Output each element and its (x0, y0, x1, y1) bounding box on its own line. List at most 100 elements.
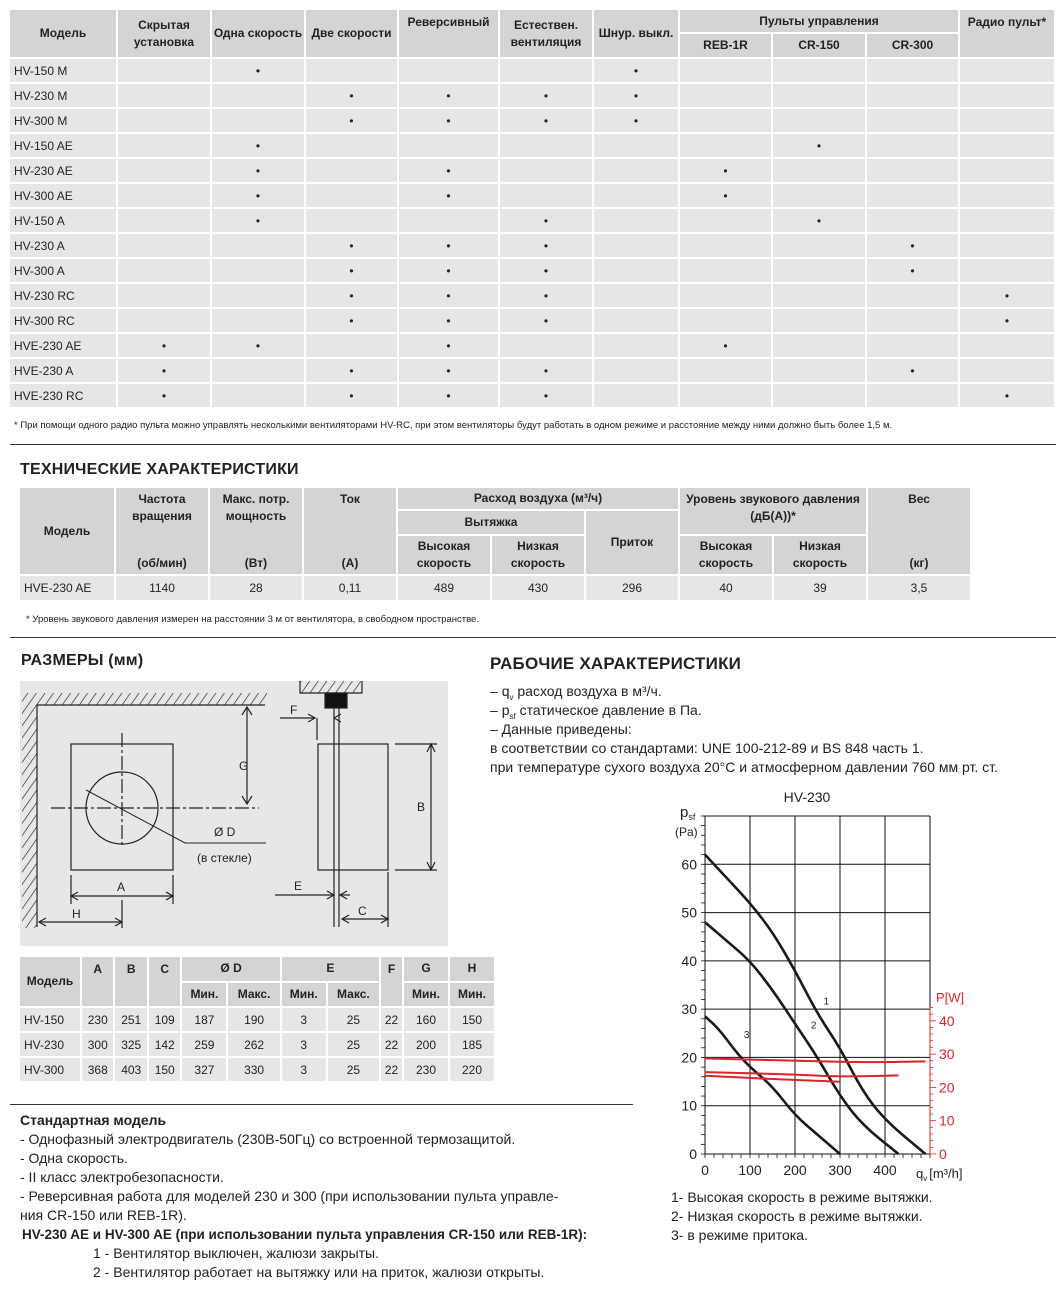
model-cell: HV-230 (20, 1033, 80, 1056)
col-e-min: Мин. (281, 982, 326, 1006)
qv-symbol: q (501, 683, 510, 699)
feature-dot-cell (594, 134, 678, 157)
x-tick-label: 400 (873, 1162, 897, 1178)
feature-dot-cell (118, 159, 210, 182)
feature-dot-cell (500, 159, 592, 182)
psf-text: статическое давление в Па. (519, 702, 702, 718)
y-tick-label: 30 (681, 1001, 697, 1017)
model-cell: HV-300 RC (10, 309, 116, 332)
standard-section: Стандартная модель - Однофазный электрод… (20, 1111, 645, 1282)
feature-dot-cell (773, 84, 865, 107)
feature-dot-cell (773, 259, 865, 282)
feature-dot-cell (680, 84, 771, 107)
model-cell: HV-230 RC (10, 284, 116, 307)
table-row: HVE-230 A • • • • • (10, 359, 1054, 382)
legend-item: 2- Низкая скорость в режиме вытяжки. (671, 1208, 923, 1224)
y-tick-label: 40 (681, 953, 697, 969)
model-cell: HV-300 M (10, 109, 116, 132)
y-axis-unit: (Pa) (675, 825, 698, 839)
feature-dot-cell (773, 234, 865, 257)
feature-dot-cell (867, 284, 958, 307)
pressure-curve-1 (704, 853, 927, 1155)
feature-dot-cell (118, 309, 210, 332)
weight-label: Вес (908, 492, 930, 506)
value-cell: 230 (404, 1058, 448, 1081)
feature-dot-cell: • (500, 384, 592, 407)
model-cell: HV-150 (20, 1008, 80, 1031)
feature-dot-cell (118, 284, 210, 307)
value-cell: 220 (449, 1058, 494, 1081)
value-cell: 3 (281, 1033, 326, 1056)
x-tick-label: 200 (783, 1162, 807, 1178)
feature-dot-cell: • (500, 309, 592, 332)
feature-dot-cell (212, 359, 304, 382)
feature-dot-cell (867, 84, 958, 107)
model-cell: HV-230 M (10, 84, 116, 107)
value-cell: 262 (228, 1033, 280, 1056)
col-b: B (115, 957, 147, 1006)
value-cell: 251 (115, 1008, 147, 1031)
col-e-max: Макс. (327, 982, 380, 1006)
feature-dot-cell (118, 234, 210, 257)
feature-dot-cell: • (306, 109, 397, 132)
power-unit: (Вт) (244, 556, 268, 570)
model-cell: HV-300 AE (10, 184, 116, 207)
table-row: HV-230 300 325 142 259 262 3 25 22 200 185 (20, 1033, 494, 1056)
y2-tick-label: 40 (939, 1013, 955, 1029)
feature-dot-cell (594, 359, 678, 382)
y-axis-symbol: psf (680, 804, 696, 822)
mode-item: 2 - Вентилятор работает на вытяжку или н… (93, 1264, 545, 1280)
feature-dot-cell (960, 234, 1054, 257)
feature-dot-cell (773, 184, 865, 207)
conditions-note: при температуре сухого воздуха 20°C и ат… (490, 759, 998, 775)
table-row: HVE-230 RC • • • • • (10, 384, 1054, 407)
value-cell: 3 (281, 1058, 326, 1081)
table-row: HVE-230 AE 1140 28 0,11 489 430 296 40 39 3,5 (20, 576, 970, 600)
feature-dot-cell (867, 384, 958, 407)
spec-item: - II класс электробезопасности. (20, 1169, 224, 1185)
feature-dot-cell (773, 59, 865, 82)
col-e: E (281, 957, 380, 981)
feature-dot-cell: • (212, 184, 304, 207)
features-table: Модель Скрытая установка Одна скорость Д… (8, 8, 1056, 409)
power-curve (704, 1074, 841, 1083)
feature-dot-cell (680, 209, 771, 232)
value-cell: 368 (82, 1058, 114, 1081)
feature-dot-cell (867, 109, 958, 132)
power-label: Макс. потр. мощность (222, 492, 290, 523)
feature-dot-cell (500, 184, 592, 207)
col-natural-vent: Естествен. вентиляция (500, 10, 592, 57)
col-exhaust-low: Низкая скорость (492, 536, 584, 574)
feature-dot-cell: • (212, 209, 304, 232)
table-row: HV-150 230 251 109 187 190 3 25 22 160 150 (20, 1008, 494, 1031)
qv-sub: v (509, 692, 514, 702)
table-row: HV-230 M • • • • (10, 84, 1054, 107)
y-tick-label: 60 (681, 856, 697, 872)
power-curve (704, 1057, 926, 1064)
feature-dot-cell: • (306, 384, 397, 407)
spec-item: - Одна скорость. (20, 1150, 128, 1166)
feature-dot-cell (680, 234, 771, 257)
feature-dot-cell (680, 109, 771, 132)
value-cell: 185 (449, 1033, 494, 1056)
col-radio: Радио пульт* (960, 10, 1054, 57)
feature-dot-cell (594, 334, 678, 357)
feature-dot-cell (594, 259, 678, 282)
model-cell: HV-300 (20, 1058, 80, 1081)
feature-dot-cell: • (960, 284, 1054, 307)
feature-dot-cell (960, 259, 1054, 282)
feature-dot-cell: • (399, 259, 498, 282)
col-d: Ø D (182, 957, 280, 981)
feature-dot-cell (594, 309, 678, 332)
chart-legend: 1- Высокая скорость в режиме вытяжки. 2- … (671, 1188, 933, 1245)
value-cell: 430 (492, 576, 584, 600)
value-cell: 300 (82, 1033, 114, 1056)
feature-dot-cell (399, 209, 498, 232)
spec-item: - Однофазный электродвигатель (230В-50Гц… (20, 1131, 516, 1147)
x-tick-label: 300 (828, 1162, 852, 1178)
label-e: E (294, 879, 302, 893)
feature-dot-cell (680, 384, 771, 407)
feature-dot-cell (118, 109, 210, 132)
feature-dot-cell: • (773, 134, 865, 157)
feature-dot-cell (212, 84, 304, 107)
